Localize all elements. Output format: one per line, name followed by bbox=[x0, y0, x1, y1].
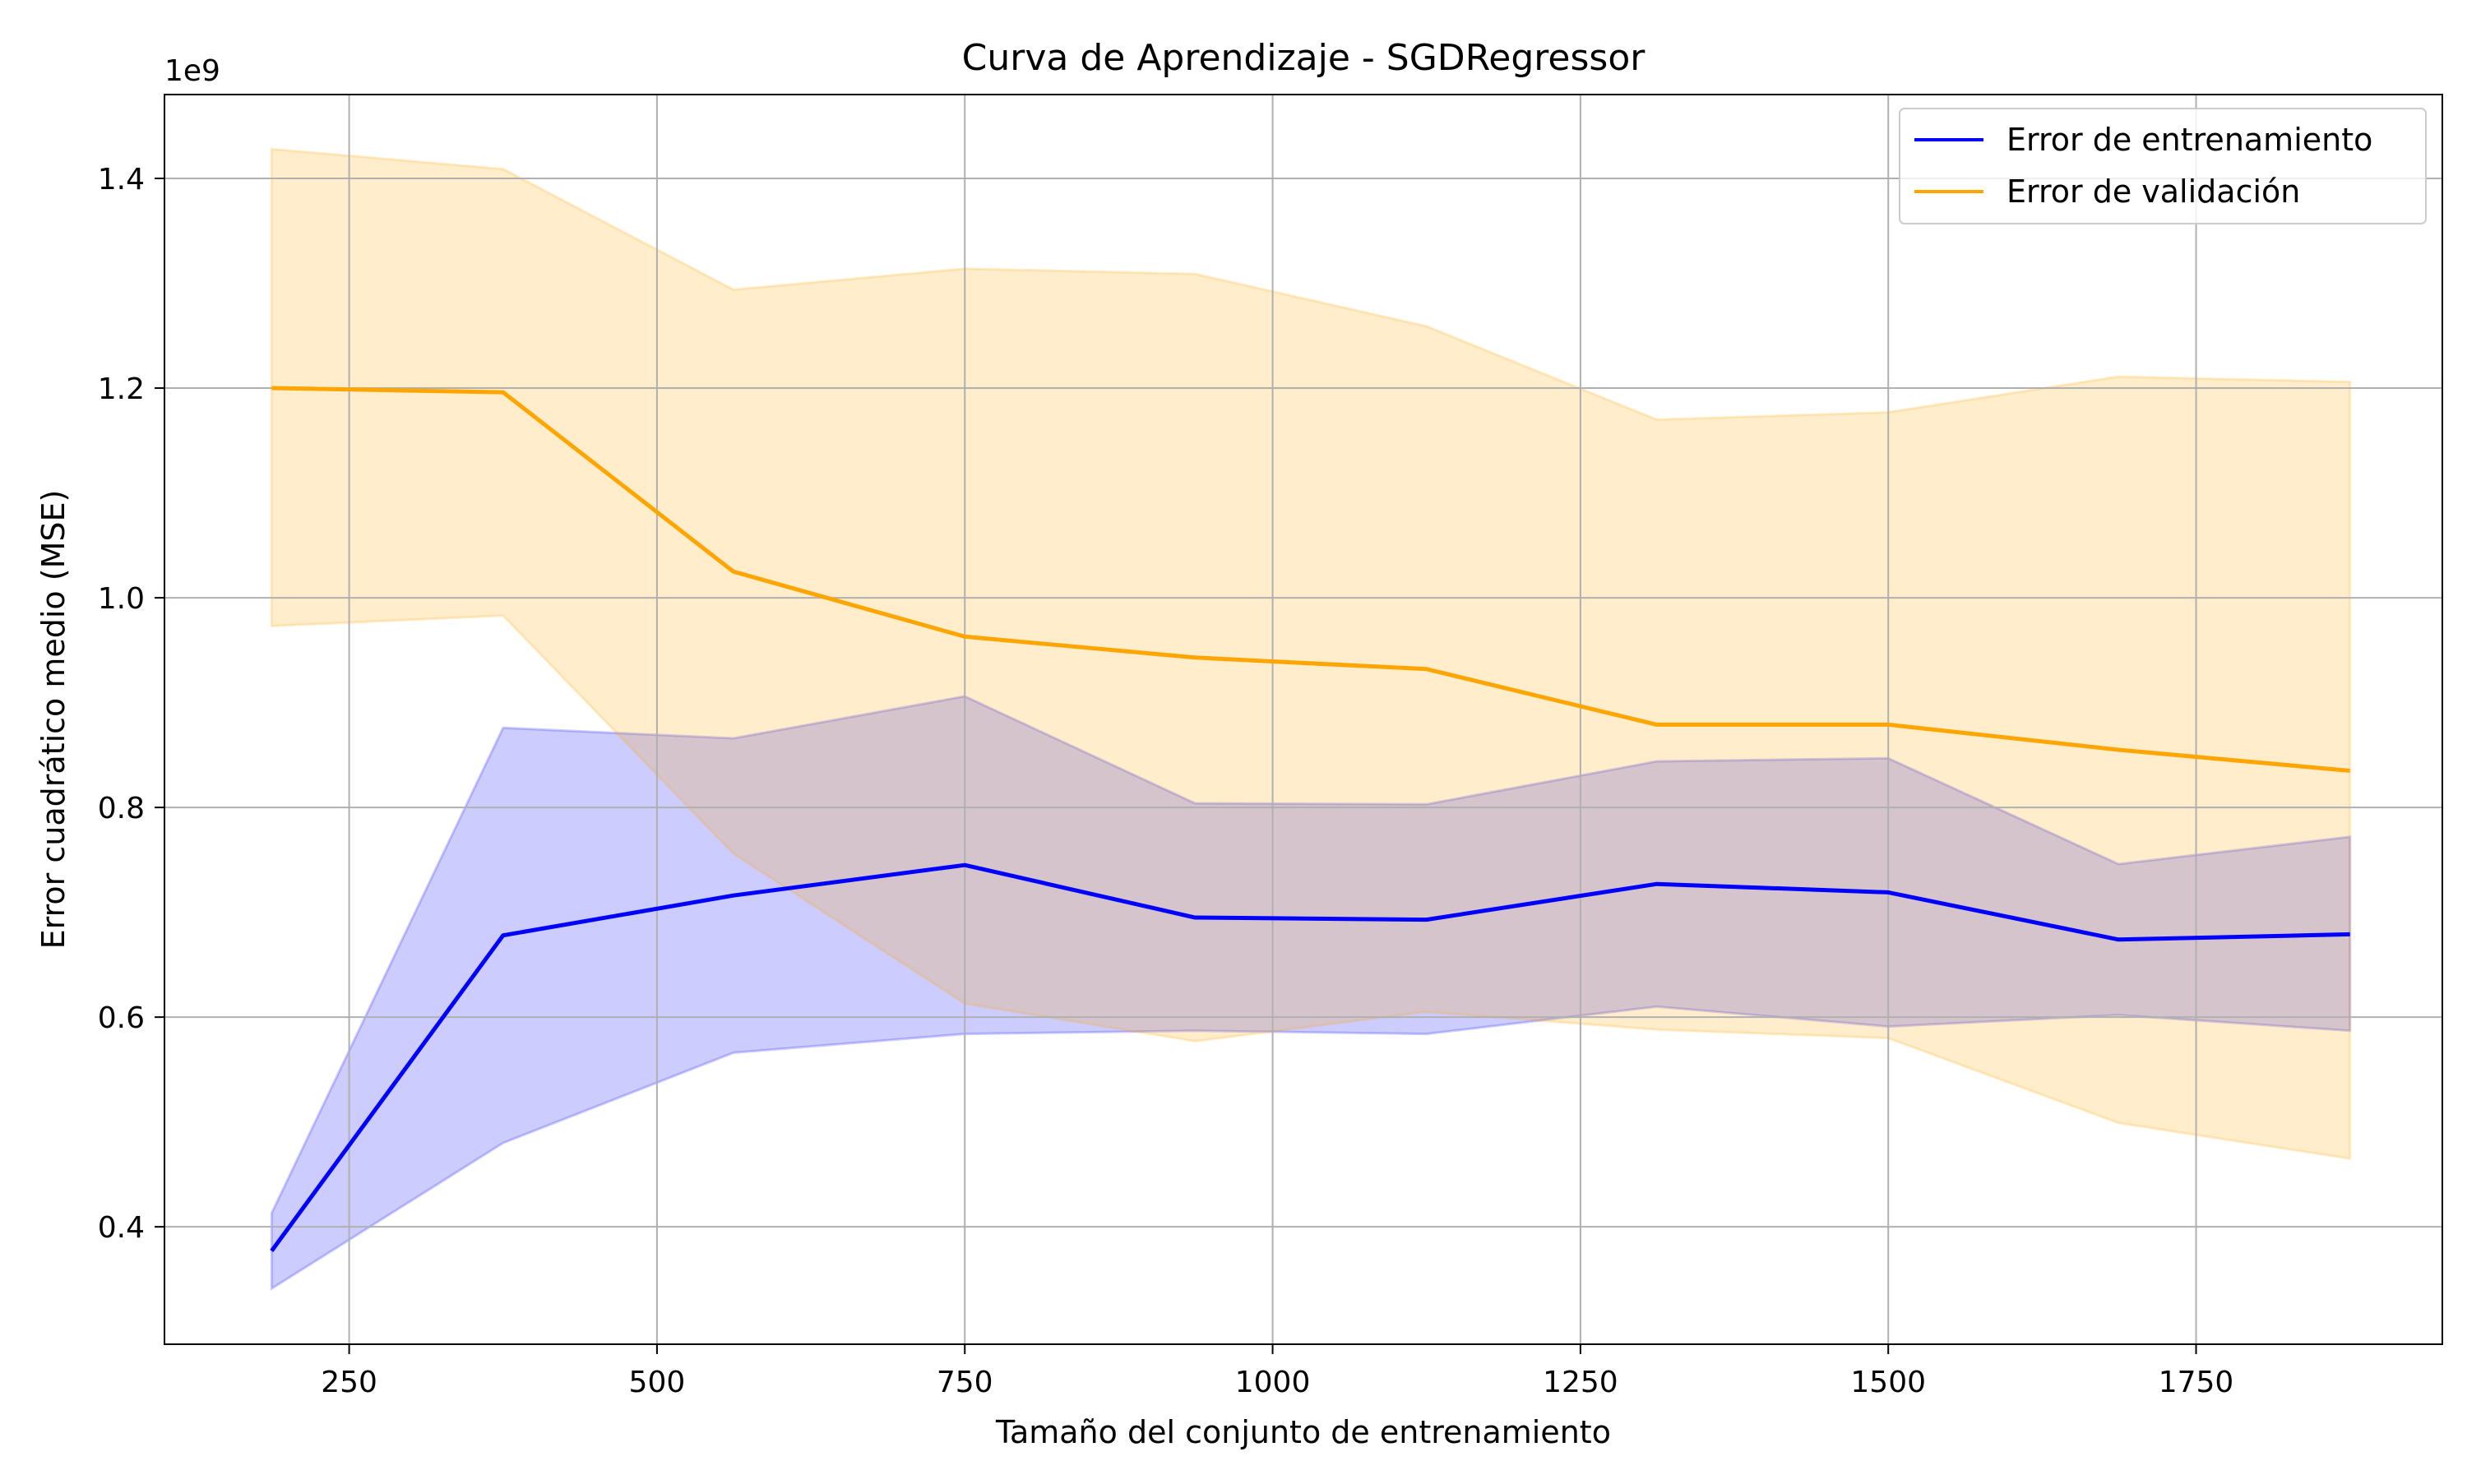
x-tick-label: 1250 bbox=[1543, 1366, 1618, 1399]
x-tick-label: 1750 bbox=[2159, 1366, 2234, 1399]
y-tick-label: 1.0 bbox=[98, 582, 145, 616]
grid-lines bbox=[164, 95, 2442, 1344]
series-line-training bbox=[270, 862, 2350, 1252]
y-tick-label: 0.4 bbox=[98, 1211, 145, 1245]
confidence-band-validation bbox=[270, 147, 2352, 1161]
x-tick-label: 250 bbox=[321, 1366, 377, 1399]
x-tick-label: 1500 bbox=[1850, 1366, 1926, 1399]
chart-title: Curva de Aprendizaje - SGDRegressor bbox=[962, 37, 1646, 79]
x-axis-label: Tamaño del conjunto de entrenamiento bbox=[995, 1414, 1611, 1450]
legend-label-training: Error de entrenamiento bbox=[2006, 122, 2372, 158]
plot-frame bbox=[164, 94, 2443, 1345]
confidence-band-training bbox=[270, 695, 2352, 1292]
series-lines bbox=[270, 386, 2350, 1252]
x-tick-label: 750 bbox=[937, 1366, 993, 1399]
y-tick-label: 1.2 bbox=[98, 372, 145, 406]
y-tick-label: 0.8 bbox=[98, 792, 145, 825]
y-tick-label: 0.6 bbox=[98, 1001, 145, 1035]
x-tick-label: 1000 bbox=[1235, 1366, 1311, 1399]
series-line-validation bbox=[271, 386, 2350, 773]
legend-label-validation: Error de validación bbox=[2006, 173, 2300, 210]
x-tick-label: 500 bbox=[629, 1366, 686, 1399]
y-tick-label: 1.4 bbox=[98, 163, 145, 196]
y-axis-offset-label: 1e9 bbox=[164, 54, 220, 88]
legend: Error de entrenamiento Error de validaci… bbox=[1899, 108, 2427, 224]
confidence-bands bbox=[270, 147, 2352, 1292]
axis-ticks: 250 500 750 1000 1250 1500 1750 0.4 0.6 0.8 1.0 1.2… bbox=[98, 163, 2234, 1399]
y-axis-label: Error cuadrático medio (MSE) bbox=[35, 490, 72, 950]
legend-box bbox=[1899, 108, 2427, 224]
